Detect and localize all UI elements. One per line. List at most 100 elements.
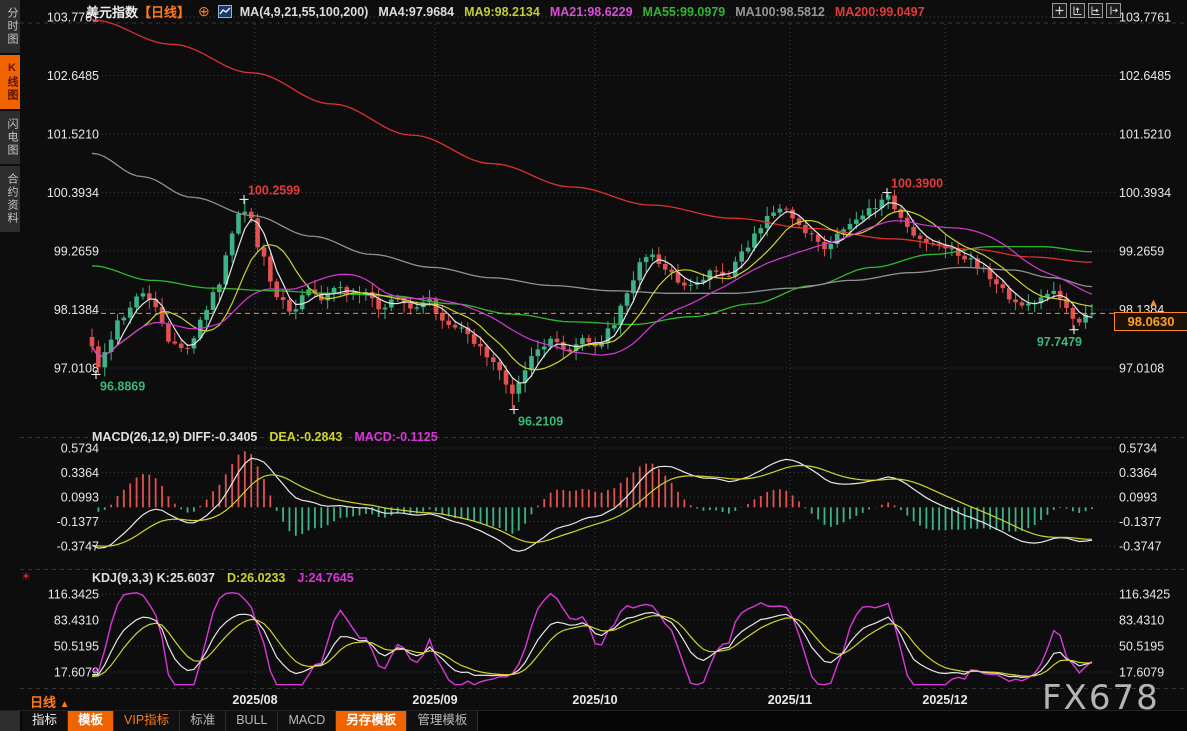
window-controls [1052, 3, 1121, 18]
sidebar-tab-1[interactable]: K线图 [0, 55, 20, 109]
axis-tick-label-left: 103.7761 [47, 11, 99, 25]
ma-legend-6: MA200:99.0497 [834, 4, 925, 19]
bottom-toolbar: 指标 模板 VIP指标 标准 BULL MACD 另存模板 管理模板 [0, 710, 1187, 731]
chart-line [91, 614, 1093, 678]
axis-tick-label-right: 83.4310 [1119, 613, 1164, 627]
axis-tick-label-right: 103.7761 [1119, 11, 1171, 25]
macd-value: MACD:-0.1125 [354, 430, 438, 444]
x-axis-row: 日线 ▲ 2025/08 2025/09 2025/10 2025/11 2025/12 [0, 690, 1187, 711]
price-extreme-label-1: 100.2599 [248, 183, 300, 197]
chart-line [91, 591, 1093, 686]
timeframe-label: 【日线】 [138, 5, 191, 20]
chart-type-icon[interactable] [217, 5, 232, 18]
add-indicator-icon[interactable]: ⊕ [198, 3, 210, 19]
chart-line [91, 152, 1093, 294]
macd-title: MACD(26,12,9) [92, 430, 180, 444]
indicator-settings-icon[interactable]: ☀ [21, 571, 31, 583]
kdj-title-and-k: KDJ(9,3,3) K:25.6037 [92, 571, 215, 585]
kdj-k-value: K:25.6037 [156, 571, 215, 585]
sidebar: 分时图 K线图 闪电图 合约资料 [0, 0, 20, 731]
axis-tick-label-left: 97.0108 [54, 362, 99, 376]
axis-tick-label-left: 0.5734 [61, 442, 99, 456]
price-extreme-label-3: 100.3900 [891, 177, 943, 191]
toolbar-corner-stub [0, 711, 20, 731]
x-axis-month-label-4: 2025/12 [922, 693, 968, 707]
sidebar-tab-2[interactable]: 闪电图 [0, 111, 20, 164]
ma-legend-4: MA55:99.0979 [642, 4, 726, 19]
macd-header: MACD(26,12,9) DIFF:-0.3405 DEA:-0.2843 M… [92, 430, 438, 444]
timeframe-arrow-icon: ▲ [59, 699, 70, 710]
axis-tick-label-left: 17.6079 [54, 666, 99, 680]
axis-tick-label-left: 50.5195 [54, 640, 99, 654]
axis-tick-label-left: -0.1377 [57, 515, 99, 529]
toolbar-tab-2[interactable]: VIP指标 [114, 711, 181, 731]
x-axis-month-label-0: 2025/08 [232, 693, 278, 707]
chart-line [91, 457, 1093, 552]
axis-tick-label-left: 98.1384 [54, 303, 99, 317]
axis-tick-label-right: 99.2659 [1119, 245, 1164, 259]
toolbar-tab-5[interactable]: MACD [278, 711, 337, 731]
chart-line [91, 210, 1093, 371]
exit-chart-icon[interactable] [1106, 3, 1121, 18]
chart-line [91, 202, 1093, 384]
toolbar-tab-3[interactable]: 标准 [180, 711, 227, 731]
axis-tick-label-right: 50.5195 [1119, 640, 1164, 654]
axis-tick-label-left: 101.5210 [47, 128, 99, 142]
macd-dea-value: DEA:-0.2843 [269, 430, 343, 444]
ma-legend-0: MA(4,9,21,55,100,200) [239, 4, 369, 19]
ma-legend-3: MA21:98.6229 [549, 4, 633, 19]
price-extreme-label-2: 96.2109 [518, 415, 563, 429]
extreme-cross-marker [239, 194, 249, 204]
axis-tick-label-left: 0.3364 [61, 466, 99, 480]
chart-line [91, 220, 1093, 358]
axis-tick-label-left: 0.0993 [61, 491, 99, 505]
toolbar-tab-0[interactable]: 指标 [22, 711, 69, 731]
x-axis-month-label-1: 2025/09 [412, 693, 458, 707]
price-up-arrow-icon: ▲ [1148, 297, 1159, 309]
timeframe-selector[interactable]: 日线 ▲ [30, 692, 70, 711]
x-axis-month-label-2: 2025/10 [572, 693, 618, 707]
chart-line [91, 611, 1093, 679]
extreme-cross-marker [509, 405, 519, 415]
sidebar-tab-3[interactable]: 合约资料 [0, 166, 20, 232]
zoom-x-icon[interactable] [1088, 3, 1103, 18]
axis-tick-label-right: 0.3364 [1119, 466, 1157, 480]
axis-tick-label-right: -0.3747 [1119, 540, 1161, 554]
extreme-cross-marker [91, 369, 101, 379]
chart-line [91, 19, 1093, 263]
current-price-readout: 98.0630 [1114, 312, 1187, 331]
macd-diff-value: DIFF:-0.3405 [183, 430, 258, 444]
axis-tick-label-right: 102.6485 [1119, 69, 1171, 83]
sidebar-tab-0[interactable]: 分时图 [0, 0, 20, 53]
axis-tick-label-right: 0.0993 [1119, 491, 1157, 505]
zoom-y-icon[interactable] [1070, 3, 1085, 18]
kdj-header: KDJ(9,3,3) K:25.6037 D:26.0233 J:24.7645 [92, 571, 354, 585]
x-axis-month-label-3: 2025/11 [767, 693, 813, 707]
kdj-j-value: J:24.7645 [297, 571, 354, 585]
extreme-cross-marker [1069, 325, 1079, 335]
symbol-title: 美元指数【日线】 [86, 2, 190, 21]
kdj-d-value: D:26.0233 [227, 571, 286, 585]
price-extreme-label-0: 96.8869 [100, 379, 145, 393]
macd-title-and-diff: MACD(26,12,9) DIFF:-0.3405 [92, 430, 257, 444]
axis-tick-label-left: -0.3747 [57, 540, 99, 554]
toolbar-tab-6[interactable]: 另存模板 [336, 711, 408, 731]
toolbar-tab-1[interactable]: 模板 [68, 711, 115, 731]
chart-header: 美元指数【日线】 ⊕ MA(4,9,21,55,100,200) MA4:97.9… [86, 2, 925, 21]
toolbar-tab-7[interactable]: 管理模板 [407, 711, 479, 731]
chart-line [91, 464, 1093, 547]
pan-icon[interactable] [1052, 3, 1067, 18]
axis-tick-label-right: 97.0108 [1119, 362, 1164, 376]
axis-tick-label-left: 100.3934 [47, 186, 99, 200]
toolbar-tab-4[interactable]: BULL [226, 711, 279, 731]
candles-layer [89, 189, 1095, 410]
ma-legend-5: MA100:98.5812 [735, 4, 825, 19]
extreme-cross-marker [882, 188, 892, 198]
ma-legend-2: MA9:98.2134 [464, 4, 540, 19]
axis-tick-label-right: 100.3934 [1119, 186, 1171, 200]
axis-tick-label-left: 116.3425 [48, 587, 99, 601]
timeframe-text: 日线 [30, 695, 57, 710]
price-extreme-label-4: 97.7479 [1037, 335, 1082, 349]
